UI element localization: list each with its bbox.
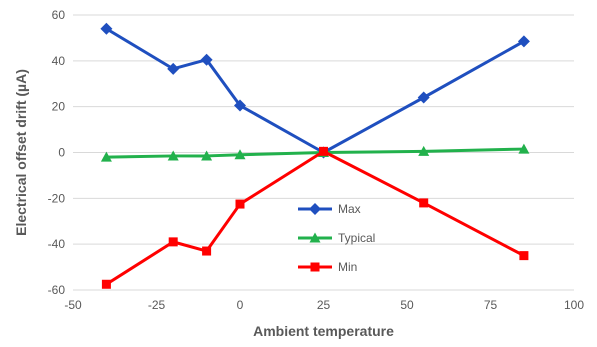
data-point-typical [100,151,112,162]
legend-marker-min [310,262,320,272]
x-axis-ticks: -50 -25 0 25 50 75 100 [64,298,584,312]
data-point-min [419,198,429,208]
x-tick-label: -50 [64,298,82,312]
data-point-max [417,91,430,104]
legend-item-max: Max [298,202,361,216]
series-min [101,146,529,289]
x-tick-label: 75 [484,298,498,312]
data-point-min [319,146,328,156]
y-tick-label: 40 [52,54,66,68]
series-max [100,22,530,159]
data-point-min [519,251,529,261]
y-tick-label: 0 [58,146,65,160]
legend-label-min: Min [338,260,357,274]
y-axis-title: Electrical offset drift (µA) [13,69,29,236]
x-axis-title: Ambient temperature [253,323,394,339]
legend-label-typical: Typical [338,231,375,245]
data-point-min [101,279,111,289]
legend-marker-typical [309,232,321,243]
x-tick-label: 25 [317,298,331,312]
y-tick-label: 60 [52,8,66,22]
x-tick-label: 100 [564,298,584,312]
data-point-min [168,237,178,247]
y-axis-ticks: -60 -40 -20 0 20 40 60 [48,8,66,297]
data-point-max [234,99,246,112]
data-point-max [517,35,530,48]
x-tick-label: 50 [400,298,414,312]
y-tick-label: -60 [48,283,66,297]
legend-label-max: Max [338,202,361,216]
data-point-max [100,22,113,35]
y-tick-label: -20 [48,191,66,205]
data-point-min [235,199,245,209]
legend-item-min: Min [298,260,357,274]
y-tick-label: 20 [52,100,66,114]
grid [73,14,574,291]
data-point-typical [234,149,246,160]
legend: Max Typical Min [298,202,375,274]
x-tick-label: -25 [148,298,166,312]
x-tick-label: 0 [237,298,244,312]
data-point-typical [167,150,179,161]
data-point-max [167,62,180,75]
data-point-max [200,53,213,66]
data-point-typical [518,143,530,154]
series-line-max [105,27,525,154]
legend-item-typical: Typical [298,231,375,245]
data-point-typical [201,150,213,161]
data-point-typical [418,145,430,156]
y-tick-label: -40 [48,237,66,251]
series-layer [100,22,530,289]
data-point-min [202,246,212,256]
legend-marker-max [309,203,321,215]
